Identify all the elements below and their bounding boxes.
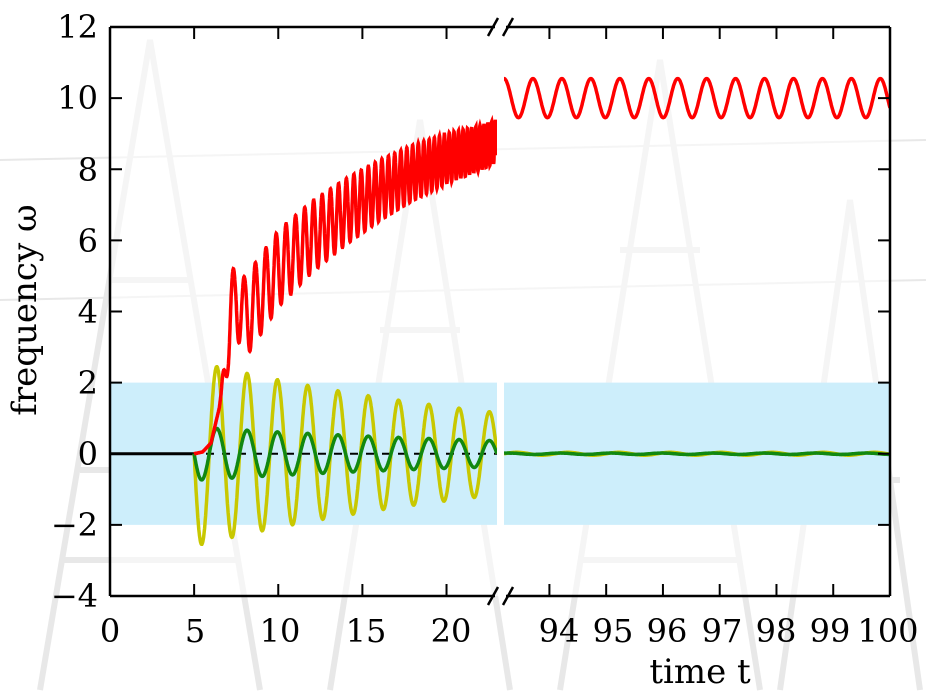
y-tick-label: 6 <box>78 222 98 260</box>
x-tick-label: 98 <box>756 612 797 650</box>
x-tick-label: 15 <box>346 612 387 650</box>
axis-break-mark <box>501 17 515 37</box>
x-tick-label: 97 <box>702 612 743 650</box>
x-tick-label: 99 <box>810 612 851 650</box>
axis-break-mark <box>486 17 500 37</box>
x-tick-label: 100 <box>857 612 918 650</box>
y-tick-label: −2 <box>51 506 98 544</box>
y-tick-label: −4 <box>51 577 98 615</box>
series-red-segment2 <box>504 76 890 120</box>
y-tick-label: 0 <box>78 435 98 473</box>
y-tick-labels: 12 10 8 6 4 2 0 −2 −4 <box>51 8 98 615</box>
x-tick-label: 5 <box>185 612 205 650</box>
y-tick-label: 12 <box>57 8 98 46</box>
x-tick-label: 20 <box>431 612 472 650</box>
series-green-segment2 <box>504 451 890 457</box>
series-red-segment1 <box>193 114 497 456</box>
x-tick-label: 96 <box>647 612 688 650</box>
axis-break-mark <box>501 586 515 606</box>
x-axis-label: time t <box>649 652 751 692</box>
y-tick-label: 4 <box>78 293 98 331</box>
x-tick-label: 94 <box>539 612 580 650</box>
axis-break-mark <box>486 586 500 606</box>
plot-area <box>108 17 892 606</box>
y-axis-label: frequency ω <box>5 204 45 415</box>
y-tick-label: 10 <box>57 79 98 117</box>
series-green-segment1 <box>192 426 497 482</box>
x-tick-label: 95 <box>593 612 634 650</box>
x-tick-label: 0 <box>100 612 120 650</box>
x-tick-labels: 0 5 10 15 20 94 95 96 97 98 99 100 <box>100 612 919 650</box>
x-tick-label: 10 <box>260 612 301 650</box>
y-tick-label: 8 <box>78 151 98 189</box>
y-tick-label: 2 <box>78 364 98 402</box>
